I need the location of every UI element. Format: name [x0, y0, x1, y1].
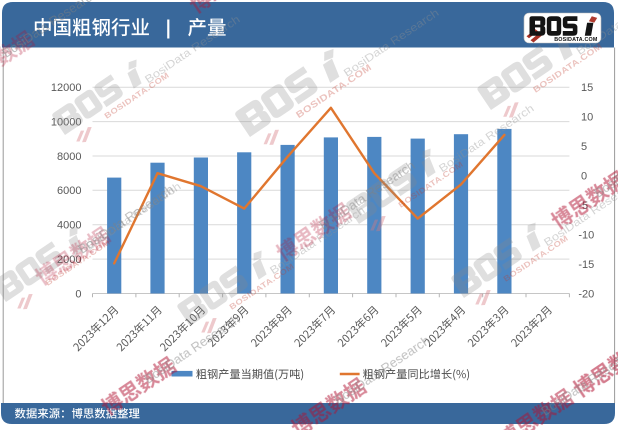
svg-text:6000: 6000 [57, 185, 81, 197]
svg-text:-20: -20 [578, 288, 594, 300]
svg-text:-10: -10 [578, 230, 594, 242]
svg-text:12000: 12000 [51, 82, 82, 94]
svg-text:0: 0 [581, 171, 587, 183]
svg-text:8000: 8000 [57, 151, 81, 163]
svg-text:15: 15 [581, 82, 593, 94]
svg-text:-15: -15 [578, 259, 594, 271]
svg-text:5: 5 [581, 141, 587, 153]
svg-text:0: 0 [75, 288, 81, 300]
svg-text:-5: -5 [578, 200, 588, 212]
svg-text:BOSIDATA.COM: BOSIDATA.COM [554, 37, 598, 43]
svg-text:10: 10 [581, 112, 593, 124]
svg-text:4000: 4000 [57, 220, 81, 232]
